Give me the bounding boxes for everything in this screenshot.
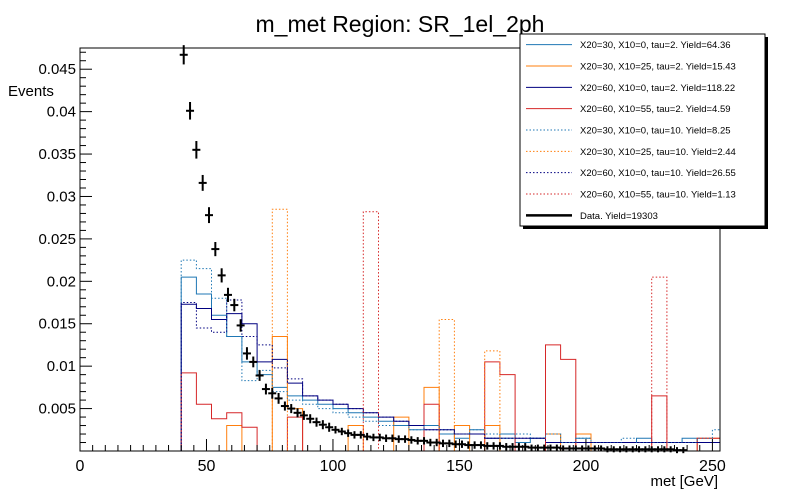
y-tick-label: 0.03 xyxy=(47,188,76,205)
data-point xyxy=(261,383,270,395)
data-point xyxy=(679,447,688,454)
legend-label: X20=30, X10=0, tau=10. Yield=8.25 xyxy=(580,126,731,137)
data-point xyxy=(205,207,214,224)
data-point xyxy=(299,410,308,420)
chart-title: m_met Region: SR_1el_2ph xyxy=(256,11,545,37)
legend-label: X20=60, X10=55, tau=2. Yield=4.59 xyxy=(580,104,731,115)
data-point xyxy=(312,417,321,427)
y-tick-label: 0.01 xyxy=(47,358,76,375)
legend-label: X20=60, X10=0, tau=10. Yield=26.55 xyxy=(580,168,736,179)
data-point xyxy=(249,356,258,368)
series-5-line xyxy=(180,259,721,451)
data-point xyxy=(293,408,302,418)
y-tick-label: 0.025 xyxy=(38,231,76,248)
data-point xyxy=(223,287,232,302)
y-tick-label: 0.045 xyxy=(38,61,76,78)
data-point xyxy=(344,429,353,437)
data-point xyxy=(306,414,315,424)
y-axis-label: Events xyxy=(8,83,54,100)
data-point xyxy=(186,101,195,120)
data-point xyxy=(356,431,365,439)
data-point xyxy=(236,319,245,332)
data-point xyxy=(337,427,346,436)
data-point xyxy=(318,420,327,430)
x-tick-label: 150 xyxy=(446,458,473,475)
legend-label: X20=60, X10=55, tau=10. Yield=1.13 xyxy=(580,190,736,201)
data-point xyxy=(230,298,239,312)
data-point xyxy=(211,241,220,257)
data-points xyxy=(179,45,688,454)
series-7-line xyxy=(180,299,721,451)
data-point xyxy=(420,437,429,445)
y-tick-label: 0.005 xyxy=(38,401,76,418)
legend-label: Data. Yield=19303 xyxy=(580,211,658,222)
y-tick-label: 0.035 xyxy=(38,146,76,163)
y-tick-label: 0.015 xyxy=(38,316,76,333)
data-point xyxy=(192,141,201,159)
legend-label: X20=30, X10=25, tau=10. Yield=2.44 xyxy=(580,147,736,158)
x-axis: 0 50 100 150 200 250 xyxy=(76,439,726,475)
x-tick-label: 100 xyxy=(320,458,347,475)
legend-label: X20=60, X10=0, tau=2. Yield=118.22 xyxy=(580,83,735,94)
data-point xyxy=(217,268,226,283)
data-point xyxy=(280,401,289,411)
data-point xyxy=(268,387,277,399)
data-point xyxy=(287,404,296,414)
legend-label: X20=30, X10=25, tau=2. Yield=15.43 xyxy=(580,62,736,73)
data-point xyxy=(274,393,283,404)
data-point xyxy=(331,426,340,434)
x-tick-label: 50 xyxy=(198,458,216,475)
data-point xyxy=(255,370,264,381)
y-tick-label: 0.04 xyxy=(47,104,76,121)
legend: X20=30, X10=0, tau=2. Yield=64.36 X20=30,… xyxy=(519,33,768,229)
plot-frame xyxy=(79,47,721,452)
x-tick-label: 200 xyxy=(573,458,600,475)
data-point xyxy=(198,174,207,191)
data-point xyxy=(325,422,334,432)
y-tick-label: 0.02 xyxy=(47,273,76,290)
y-axis: 0.005 0.01 0.015 0.02 0.025 0.03 0.035 0.04 0.04… xyxy=(38,51,92,444)
x-tick-label: 250 xyxy=(699,458,726,475)
x-axis-label: met [GeV] xyxy=(650,473,718,490)
data-point xyxy=(242,347,251,360)
x-tick-label: 0 xyxy=(76,458,85,475)
legend-label: X20=30, X10=0, tau=2. Yield=64.36 xyxy=(580,40,731,51)
